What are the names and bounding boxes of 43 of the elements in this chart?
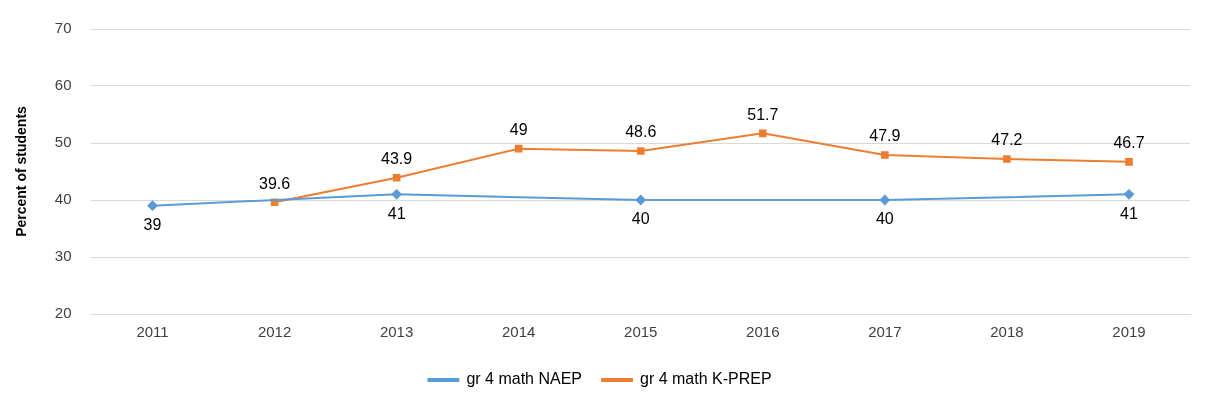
x-tick-label: 2013 (379, 323, 414, 341)
x-tick-label: 2017 (868, 323, 902, 341)
legend-label: gr 4 math NAEP (466, 370, 583, 388)
x-tick-label: 2011 (136, 323, 169, 341)
x-tick-label: 2012 (257, 323, 292, 341)
data-label: 51.7 (747, 105, 779, 123)
x-tick-label: 2018 (990, 323, 1024, 341)
point (879, 195, 890, 205)
data-label: 46.7 (1113, 134, 1145, 152)
point (881, 151, 889, 159)
x-tick-label: 2015 (624, 323, 658, 341)
legend-label: gr 4 math K-PREP (640, 370, 772, 388)
point (147, 200, 158, 211)
data-label: 41 (387, 204, 406, 222)
data-label: 39 (143, 216, 162, 234)
y-tick-label: 70 (54, 19, 72, 37)
data-label: 48.6 (625, 123, 657, 141)
data-label: 49 (509, 121, 528, 139)
point (1123, 189, 1134, 200)
y-tick-label: 20 (54, 304, 72, 322)
y-tick-label: 40 (54, 190, 72, 208)
data-label: 39.6 (259, 174, 291, 192)
x-tick-label: 2014 (502, 323, 536, 341)
point (1003, 155, 1011, 163)
y-tick-label: 30 (54, 247, 72, 265)
data-label: 47.9 (869, 127, 901, 145)
point (758, 129, 767, 138)
point (1125, 157, 1133, 166)
y-axis-title: Percent of students (13, 105, 30, 237)
point (391, 189, 402, 200)
point (514, 144, 523, 153)
y-tick-label: 50 (54, 133, 72, 151)
data-label: 43.9 (381, 150, 413, 168)
data-label: 41 (1120, 204, 1138, 222)
point (636, 147, 645, 155)
data-label: 40 (631, 210, 650, 228)
x-tick-label: 2019 (1112, 323, 1146, 341)
data-label: 47.2 (991, 131, 1023, 149)
y-tick-label: 60 (54, 76, 72, 94)
point (635, 195, 646, 205)
data-label: 40 (875, 210, 894, 228)
point (392, 173, 401, 182)
x-tick-label: 2016 (746, 323, 780, 341)
